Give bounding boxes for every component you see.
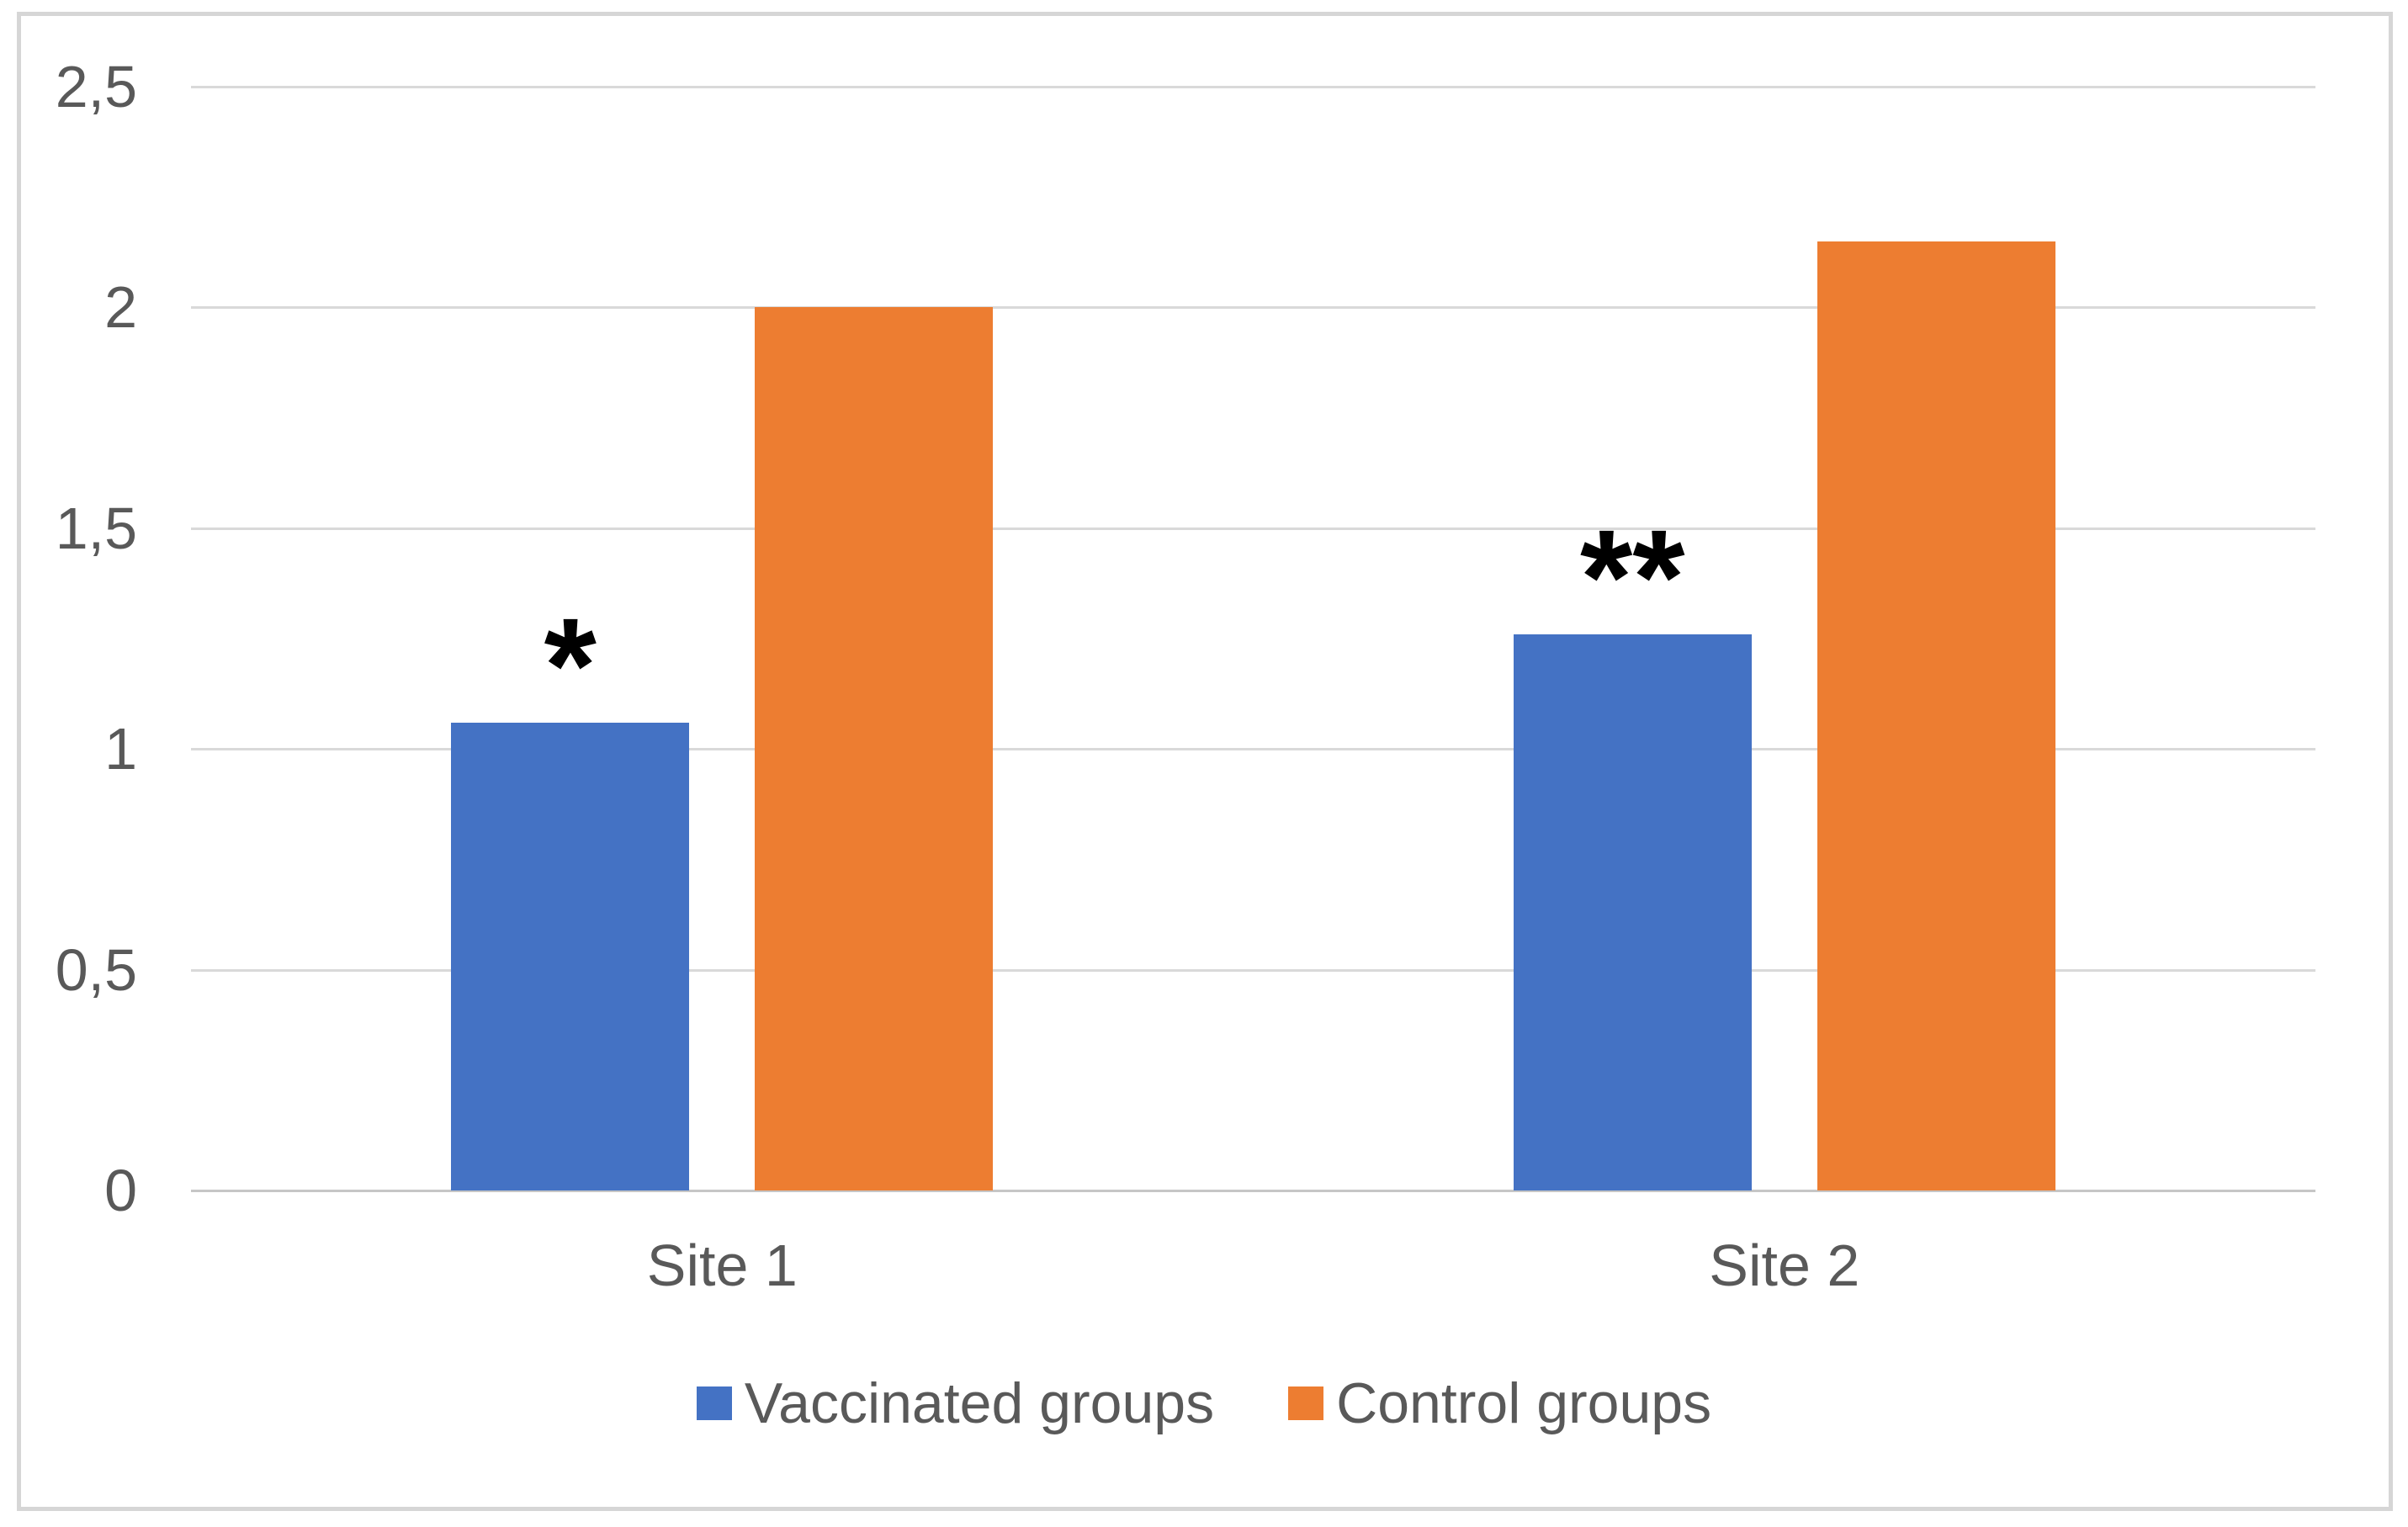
legend-label: Control groups xyxy=(1336,1371,1712,1435)
legend-item-control-groups: Control groups xyxy=(1288,1372,1711,1434)
bar-vaccinated-groups-site-2 xyxy=(1513,634,1752,1190)
y-tick-label: 1,5 xyxy=(55,495,137,561)
y-tick-label: 0 xyxy=(104,1158,137,1223)
gridline xyxy=(191,306,2315,310)
y-tick-label: 0,5 xyxy=(55,936,137,1003)
gridline xyxy=(191,527,2315,530)
legend: Vaccinated groups Control groups xyxy=(0,1370,2408,1437)
legend-swatch-icon xyxy=(696,1386,732,1420)
y-tick-label: 1 xyxy=(104,716,137,782)
gridline xyxy=(191,968,2315,972)
legend-item-vaccinated-groups: Vaccinated groups xyxy=(696,1371,1215,1435)
significance-asterisk: * xyxy=(544,589,597,740)
category-label: Site 1 xyxy=(646,1233,798,1298)
y-tick-label: 2,5 xyxy=(55,54,137,119)
legend-label: Vaccinated groups xyxy=(744,1371,1215,1435)
gridline xyxy=(191,86,2315,88)
significance-asterisk: ** xyxy=(1579,501,1685,652)
y-tick-label: 2 xyxy=(104,274,137,341)
x-axis-line xyxy=(191,1190,2315,1192)
category-label: Site 2 xyxy=(1709,1233,1860,1298)
gridline xyxy=(191,748,2315,751)
legend-swatch-icon xyxy=(1288,1386,1324,1420)
bar-control-groups-site-2 xyxy=(1817,241,2055,1190)
bar-vaccinated-groups-site-1 xyxy=(451,722,690,1190)
bar-control-groups-site-1 xyxy=(755,307,994,1190)
